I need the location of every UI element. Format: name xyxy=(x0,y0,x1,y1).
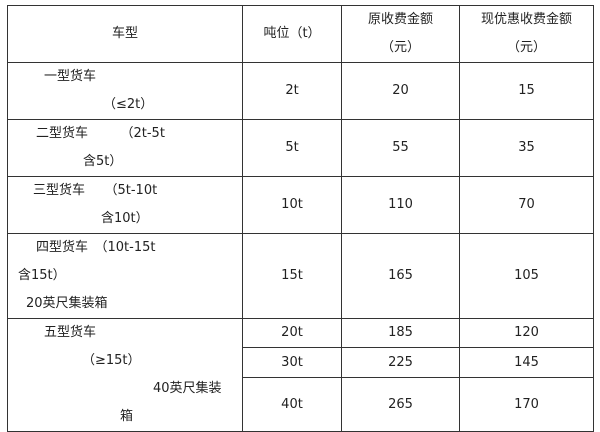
type-line: 三型货车 （5t-10t xyxy=(33,183,158,198)
header-discount: 现优惠收费金额 （元） xyxy=(459,5,594,63)
discount-cell: 170 xyxy=(459,377,594,432)
tonnage-cell: 15t xyxy=(242,233,342,319)
original-cell: 185 xyxy=(341,318,460,348)
table-row: 一型货车 （≤2t） 2t 20 15 xyxy=(7,62,594,120)
type-cell: 一型货车 （≤2t） xyxy=(7,62,243,120)
table-row: 五型货车 （≥15t） 40英尺集装箱 20t 185 120 xyxy=(7,318,594,432)
header-row: 车型 吨位（t） 原收费金额 （元） 现优惠收费金额 （元） xyxy=(7,5,594,63)
type-line: 含10t） xyxy=(101,211,149,226)
type-cell: 二型货车 （2t-5t 含5t） xyxy=(7,119,243,177)
header-discount-unit: （元） xyxy=(506,40,546,55)
original-cell: 110 xyxy=(341,176,460,234)
type-line: 含5t） xyxy=(83,154,123,169)
type-cell: 四型货车 （10t-15t 含15t） 20英尺集装箱 xyxy=(7,233,243,319)
tonnage-cell: 10t xyxy=(242,176,342,234)
type-line: （≤2t） xyxy=(103,97,154,112)
type-line: 含15t） xyxy=(18,268,66,283)
type-line: （≥15t） xyxy=(82,353,141,368)
type-line: 20英尺集装箱 xyxy=(26,296,108,311)
type-line: 四型货车 （10t-15t xyxy=(36,240,156,255)
header-original: 原收费金额 （元） xyxy=(341,5,460,63)
original-cell: 225 xyxy=(341,347,460,378)
discount-cell: 70 xyxy=(459,176,594,234)
table-row: 三型货车 （5t-10t 含10t） 10t 110 70 xyxy=(7,176,594,234)
type-line: 五型货车 xyxy=(44,325,97,340)
header-tonnage: 吨位（t） xyxy=(242,5,342,63)
original-cell: 55 xyxy=(341,119,460,177)
discount-cell: 15 xyxy=(459,62,594,120)
type-line: 40英尺集装 xyxy=(153,381,222,396)
type-cell: 三型货车 （5t-10t 含10t） xyxy=(7,176,243,234)
tonnage-cell: 40t xyxy=(242,377,342,432)
header-original-line: 原收费金额 xyxy=(367,12,433,27)
table-row: 二型货车 （2t-5t 含5t） 5t 55 35 xyxy=(7,119,594,177)
discount-cell: 145 xyxy=(459,347,594,378)
header-type: 车型 xyxy=(7,5,243,63)
type-cell: 五型货车 （≥15t） 40英尺集装箱 xyxy=(7,318,243,432)
original-cell: 165 xyxy=(341,233,460,319)
type-line: 一型货车 xyxy=(44,69,97,84)
discount-cell: 120 xyxy=(459,318,594,348)
toll-table: 车型 吨位（t） 原收费金额 （元） 现优惠收费金额 （元） 一型货车 （≤2t） 2… xyxy=(7,5,594,432)
original-cell: 265 xyxy=(341,377,460,432)
header-discount-line: 现优惠收费金额 xyxy=(480,12,572,27)
header-original-unit: （元） xyxy=(380,40,420,55)
discount-cell: 105 xyxy=(459,233,594,319)
table-row: 30t 225 145 xyxy=(8,347,594,378)
tonnage-cell: 5t xyxy=(242,119,342,177)
table-row: 四型货车 （10t-15t 含15t） 20英尺集装箱 15t 165 105 xyxy=(7,233,594,319)
type-line: 二型货车 （2t-5t xyxy=(36,126,165,141)
type-line: 箱 xyxy=(120,409,134,424)
original-cell: 20 xyxy=(341,62,460,120)
discount-cell: 35 xyxy=(459,119,594,177)
tonnage-cell: 2t xyxy=(242,62,342,120)
tonnage-cell: 20t xyxy=(242,318,342,348)
tonnage-cell: 30t xyxy=(242,347,342,378)
table-row: 40t 265 170 xyxy=(8,377,594,432)
